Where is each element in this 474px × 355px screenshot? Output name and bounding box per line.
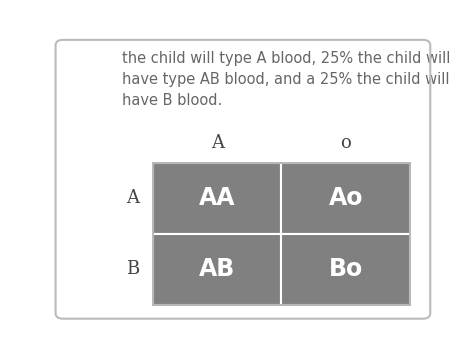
Bar (282, 234, 410, 305)
Text: Ao: Ao (328, 186, 363, 211)
Text: AB: AB (199, 257, 235, 282)
Text: the child will type A blood, 25% the child will
have type AB blood, and a 25% th: the child will type A blood, 25% the chi… (122, 51, 450, 108)
Text: A: A (126, 190, 139, 207)
Bar (153, 163, 410, 305)
Bar (153, 163, 282, 234)
Text: B: B (126, 261, 139, 278)
Text: Bo: Bo (328, 257, 363, 282)
Text: o: o (340, 134, 351, 152)
Text: A: A (211, 134, 224, 152)
Bar (282, 163, 410, 234)
Text: AA: AA (199, 186, 236, 211)
Bar (153, 234, 282, 305)
